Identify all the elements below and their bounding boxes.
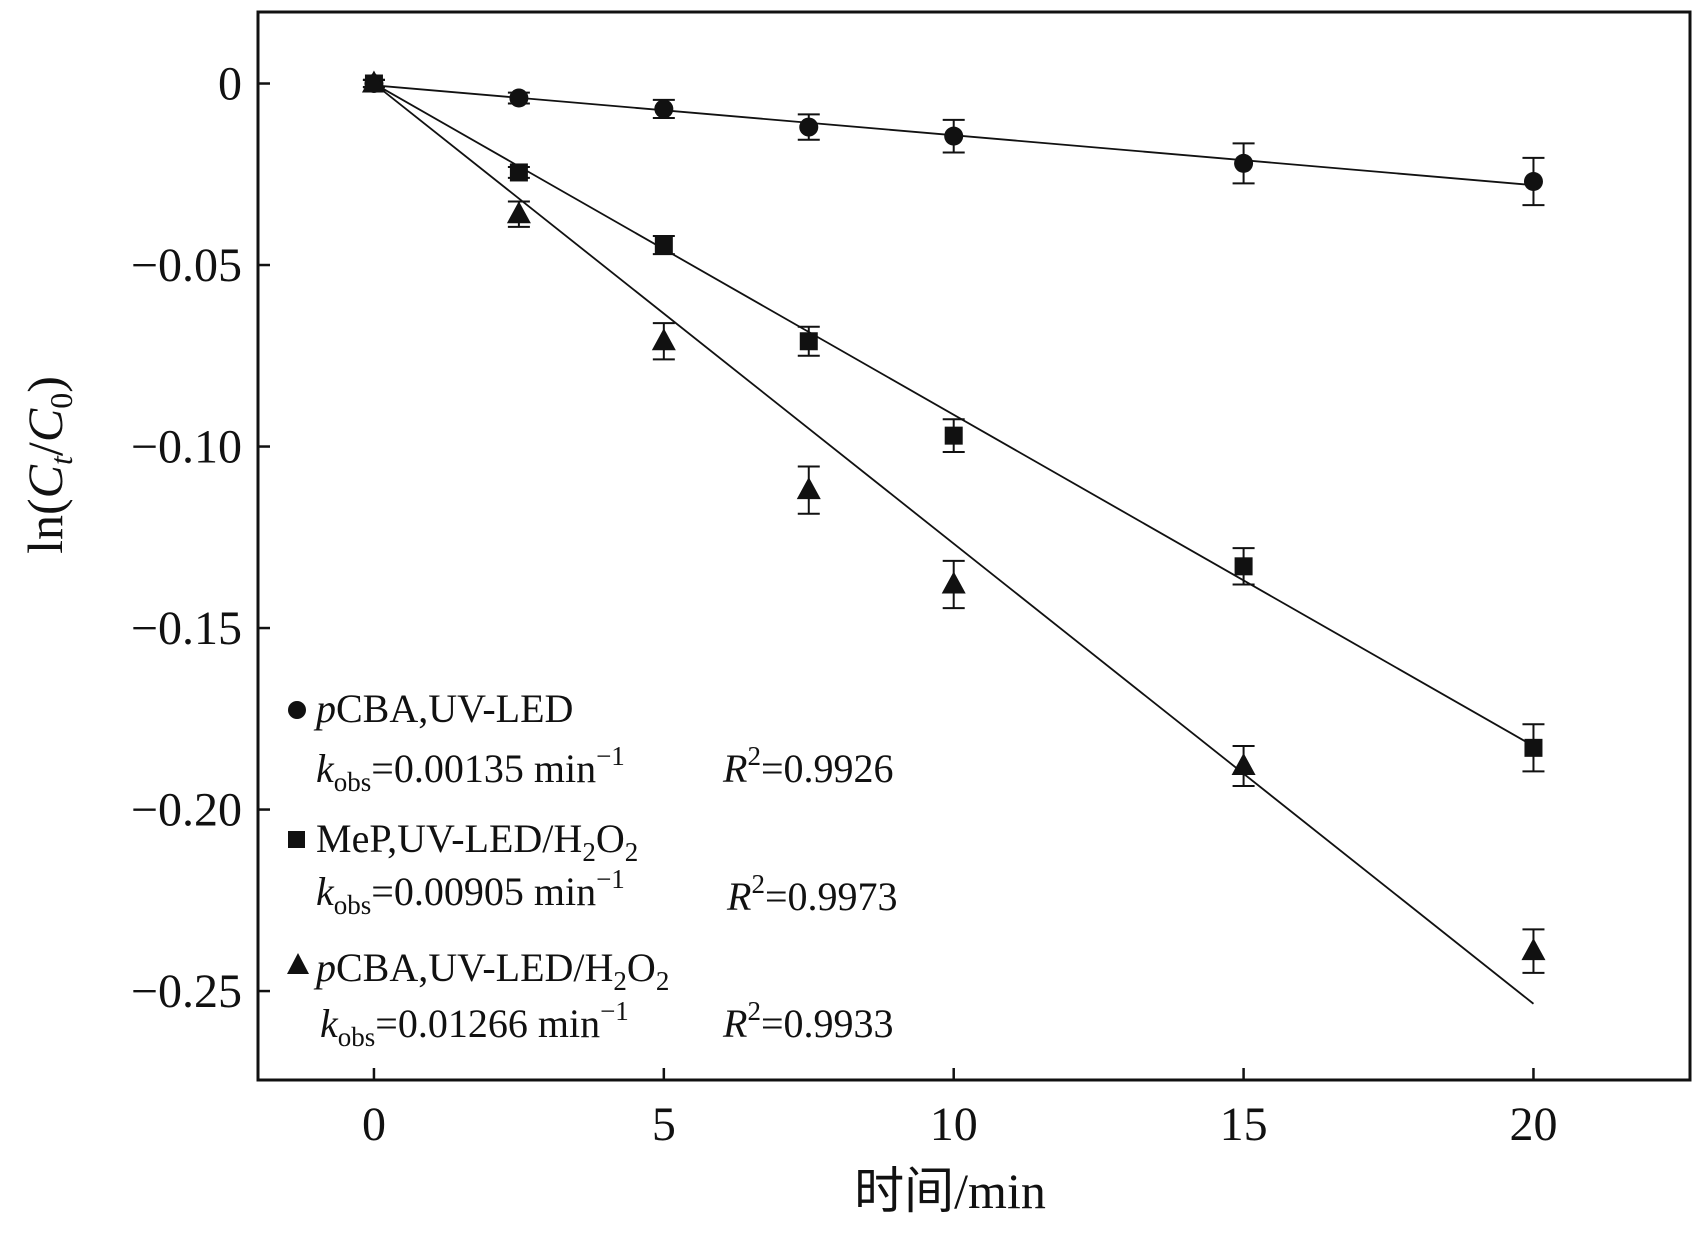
axes: 0 5 10 15 20 0 −0.05 −0.10 −0.15 −0.20 −0.25 (131, 58, 1558, 1151)
point-square-2 (654, 236, 673, 255)
point-triangle-6 (1521, 938, 1546, 961)
legend-series-2-name: MeP,UV-LED/H2O2 (316, 816, 638, 867)
y-axis-title: ln(Ct/C0) (17, 376, 79, 554)
point-circle-3 (799, 117, 819, 137)
point-triangle-3 (796, 477, 821, 500)
point-circle-4 (944, 126, 964, 146)
point-square-6 (1524, 738, 1543, 757)
legend-series-3-r2: R2=0.9933 (722, 996, 894, 1046)
legend-series-1-k: kobs=0.00135 min−1 (316, 741, 625, 797)
x-tick-label-4: 20 (1509, 1098, 1557, 1151)
x-tick-label-1: 5 (652, 1098, 676, 1151)
legend-series-2-r2: R2=0.9973 (726, 869, 898, 919)
point-square-5 (1234, 557, 1253, 576)
y-tick-label-4: −0.20 (131, 784, 242, 837)
data-markers (361, 70, 1546, 961)
x-tick-label-2: 10 (930, 1098, 978, 1151)
legend-series-2-k: kobs=0.00905 min−1 (316, 864, 625, 920)
y-axis-title-c2: C (17, 408, 73, 442)
legend-series-1-name: pCBA,UV-LED (313, 686, 573, 731)
point-square-3 (799, 332, 818, 351)
y-axis-title-c1: C (17, 464, 73, 498)
y-tick-label-3: −0.15 (131, 602, 242, 655)
y-tick-label-2: −0.10 (131, 421, 242, 474)
fit-line-square (373, 82, 1534, 747)
y-axis-title-slash: / (17, 442, 73, 456)
y-tick-label-5: −0.25 (131, 965, 242, 1018)
point-circle-6 (1523, 172, 1543, 192)
point-triangle-0 (361, 70, 386, 93)
y-tick-label-0: 0 (218, 58, 242, 111)
point-square-1 (509, 163, 528, 182)
point-triangle-5 (1231, 752, 1256, 775)
y-axis-title-c2-sub: 0 (43, 393, 79, 409)
y-axis-title-suffix: ) (17, 376, 73, 393)
legend-series-3-name: pCBA,UV-LED/H2O2 (313, 945, 669, 996)
plot-frame (256, 10, 1692, 1082)
legend-marker-circle (288, 701, 306, 719)
x-tick-label-0: 0 (362, 1098, 386, 1151)
legend-series-3-k: kobs=0.01266 min−1 (320, 996, 629, 1052)
point-square-4 (944, 426, 963, 445)
fit-line-triangle (373, 82, 1535, 1005)
fit-lines (373, 82, 1535, 1005)
point-circle-5 (1234, 153, 1254, 173)
y-axis-title-c1-sub: t (43, 455, 79, 465)
y-tick-label-1: −0.05 (131, 239, 242, 292)
x-axis-title: 时间/min (854, 1163, 1046, 1219)
x-tick-label-3: 15 (1220, 1098, 1268, 1151)
point-triangle-1 (506, 201, 531, 224)
point-circle-2 (654, 99, 674, 119)
legend-marker-square (288, 831, 305, 848)
point-triangle-4 (941, 571, 966, 594)
point-triangle-2 (651, 328, 676, 351)
legend-series-1-r2: R2=0.9926 (722, 741, 894, 791)
point-circle-1 (509, 88, 529, 108)
legend: pCBA,UV-LED kobs=0.00135 min−1 R2=0.9926… (287, 686, 898, 1052)
legend-marker-triangle (287, 953, 309, 974)
y-axis-title-prefix: ln( (17, 498, 73, 554)
